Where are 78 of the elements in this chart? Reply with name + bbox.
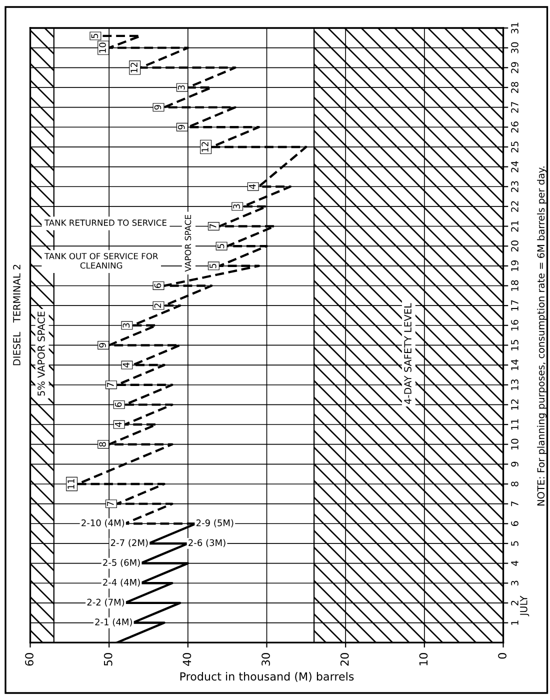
annotation: 2-6 (3M) (188, 539, 226, 548)
y-tick-label: 11 (511, 419, 518, 430)
y-tick-label: 4 (511, 560, 518, 566)
x-tick-label: 0 (498, 653, 506, 659)
y-tick-label: 1 (511, 620, 518, 625)
annotation: 9 (178, 124, 185, 130)
annotation: 7 (210, 224, 216, 228)
y-tick-label: 14 (511, 359, 518, 370)
x-tick-label: 30 (262, 653, 270, 666)
band-label: 4-DAY SAFETY LEVEL (404, 303, 412, 404)
x-tick-label: 50 (104, 653, 112, 666)
annotation: 3 (233, 204, 240, 209)
annotation: 10 (99, 42, 106, 53)
y-tick-label: 8 (511, 482, 518, 486)
y-tick-label: 5 (511, 541, 518, 546)
x-tick-label: 60 (25, 653, 34, 666)
annotation: 5 (210, 264, 216, 268)
y-tick-label: 17 (511, 300, 518, 311)
annotation: 7 (107, 502, 114, 506)
text: DIESEL TERMINAL 2 (13, 264, 20, 366)
annotation: 12 (130, 62, 138, 72)
y-tick-label: 31 (511, 22, 518, 34)
annotation: 3 (178, 85, 185, 90)
annotation: 5 (217, 244, 224, 248)
y-axis-title: JULY (520, 596, 530, 616)
y-tick-label: 15 (511, 340, 518, 350)
annotation: 9 (154, 105, 162, 110)
annotation: 6 (114, 402, 122, 407)
y-tick-label: 25 (511, 142, 518, 152)
annotation: TANK OUT OF SERVICE FOR CLEANING (44, 252, 158, 269)
y-tick-label: 29 (511, 62, 518, 74)
annotation: 6 (154, 283, 162, 288)
y-tick-label: 28 (511, 82, 518, 93)
annotation: 9 (99, 342, 106, 348)
y-tick-label: 24 (511, 161, 518, 172)
y-tick-label: 2 (511, 600, 518, 606)
text: NOTE: For planning purposes, consumption rate = 6M barrels per day. (537, 166, 546, 506)
y-tick-label: 22 (511, 201, 518, 212)
y-tick-label: 3 (511, 580, 518, 586)
annotation: 12 (202, 142, 208, 152)
x-tick-label: 20 (340, 653, 349, 666)
annotation: 2-7 (2M) (110, 539, 148, 548)
annotation: 2-4 (4M) (103, 578, 140, 587)
x-tick-label: 40 (182, 653, 192, 666)
annotation: TANK RETURNED TO SERVICE (44, 220, 166, 226)
annotation: 4 (115, 422, 122, 427)
y-tick-label: 16 (511, 320, 518, 331)
y-tick-label: 6 (511, 521, 518, 526)
annotation: 2-1 (4M) (95, 618, 132, 626)
y-tick-label: 23 (511, 181, 518, 192)
y-tick-label: 19 (511, 260, 518, 272)
annotation: 3 (122, 323, 130, 328)
y-tick-label: 10 (511, 438, 518, 450)
y-tick-label: 20 (511, 240, 518, 252)
y-tick-label: 30 (511, 42, 518, 54)
y-tick-label: 7 (511, 502, 518, 506)
annotation: VAPOR SPACE (184, 214, 192, 272)
x-axis-title: Product in thousand (M) barrels (180, 672, 354, 682)
annotation: 2-2 (7M) (87, 598, 124, 607)
annotation: 4 (249, 184, 256, 190)
annotation: 2-10 (4M) (82, 519, 124, 528)
annotation: 11 (68, 479, 74, 489)
annotation: 2-5 (6M) (103, 558, 140, 567)
annotation: 2 (154, 304, 161, 308)
y-tick-label: 9 (511, 462, 518, 467)
band-label: 5% VAPOR SPACE (38, 312, 45, 396)
annotation: 5 (91, 34, 98, 38)
annotation: 4 (122, 362, 130, 368)
annotation: 8 (99, 442, 106, 447)
annotation: 7 (107, 382, 114, 387)
y-tick-label: 21 (511, 220, 518, 232)
y-tick-label: 13 (511, 379, 518, 390)
y-tick-label: 27 (511, 102, 518, 113)
y-tick-label: 26 (511, 122, 518, 133)
annotation: 2-9 (5M) (196, 519, 234, 528)
x-tick-label: 10 (419, 653, 428, 666)
y-tick-label: 18 (511, 280, 518, 291)
y-tick-label: 12 (511, 399, 518, 410)
